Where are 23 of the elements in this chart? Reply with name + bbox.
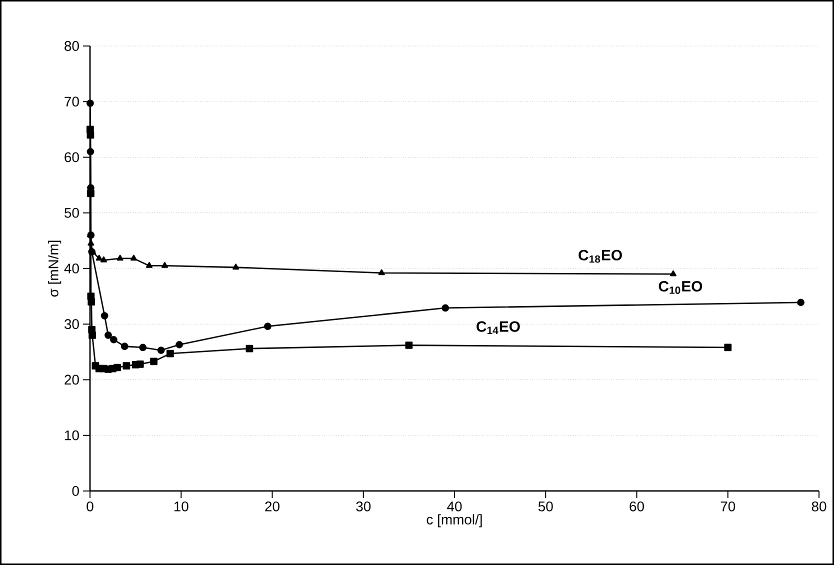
series-label: C$_{18}$EO [578, 250, 622, 263]
y-tick-label: 30 [64, 319, 79, 330]
y-tick-label: 20 [64, 374, 79, 385]
x-tick-label: 40 [447, 501, 462, 512]
y-tick-label: 40 [64, 264, 79, 274]
y-tick-label: 10 [65, 430, 79, 440]
y-axis-title: σ [mN/m] [48, 240, 62, 297]
x-tick-label: 50 [538, 501, 553, 512]
x-tick-label: 80 [812, 501, 826, 512]
y-tick-label: 50 [64, 208, 79, 218]
y-tick-label: 80 [64, 41, 79, 51]
y-tick-label: 0 [72, 486, 79, 496]
y-tick-label: 70 [64, 96, 79, 107]
x-axis-title: c [mmol/] [426, 514, 482, 528]
y-tick-label: 60 [64, 152, 79, 162]
x-tick-label: 10 [174, 501, 188, 512]
series-label: C$_{10}$EO [658, 280, 702, 294]
x-tick-label: 0 [86, 501, 94, 512]
x-tick-label: 70 [720, 501, 736, 512]
x-tick-label: 30 [356, 501, 371, 512]
series-label: C$_{14}$EO [476, 321, 520, 334]
x-tick-label: 20 [265, 501, 280, 512]
x-tick-label: 60 [630, 501, 644, 512]
